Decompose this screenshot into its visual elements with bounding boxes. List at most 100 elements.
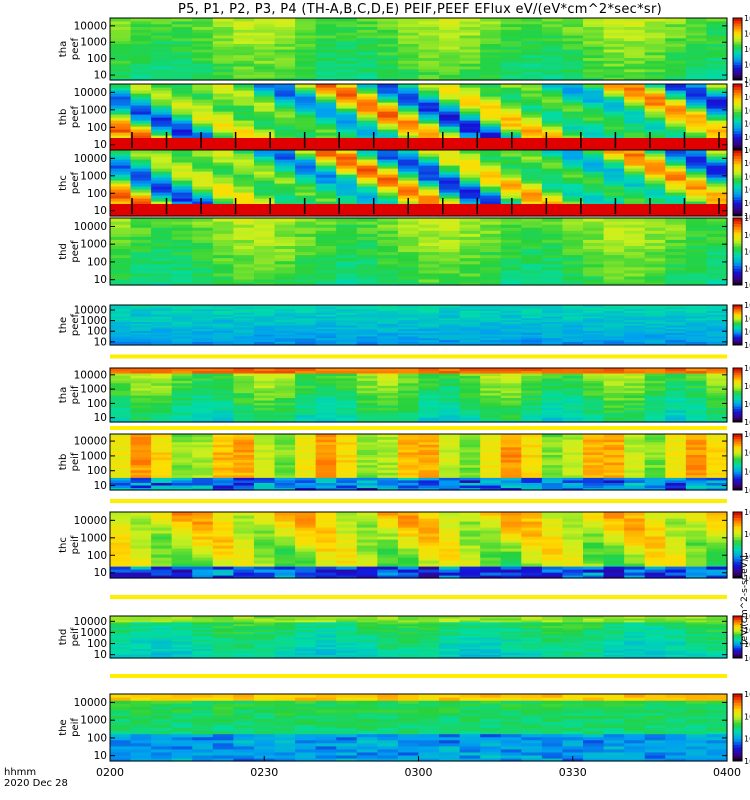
heatmap-cell (459, 278, 481, 283)
heatmap-cell (315, 177, 337, 181)
heatmap-cell (315, 102, 337, 106)
heatmap-cell (583, 334, 605, 337)
heatmap-cell (665, 306, 687, 310)
heatmap-cell (274, 71, 296, 75)
heatmap-cell (377, 192, 399, 196)
heatmap-cell (253, 248, 276, 253)
heatmap-cell (541, 487, 564, 491)
heatmap-cell (500, 385, 522, 389)
heatmap-cell (624, 126, 646, 130)
heatmap-cell (212, 326, 234, 330)
heatmap-cell (274, 186, 296, 190)
heatmap-cell (500, 99, 522, 103)
heatmap-cell (295, 266, 317, 271)
heatmap-cell (706, 77, 728, 81)
heatmap-cell (603, 387, 625, 391)
heatmap-cell (665, 477, 687, 481)
heatmap-cell (356, 230, 378, 234)
heatmap-cell (541, 380, 564, 384)
heatmap-cell (151, 387, 173, 391)
heatmap-cell (397, 242, 420, 247)
heatmap-cell (583, 20, 605, 25)
heatmap-cell (315, 341, 337, 344)
heatmap-cell (665, 314, 687, 317)
heatmap-cell (315, 57, 337, 61)
heatmap-cell (418, 385, 440, 389)
heatmap-cell (253, 159, 276, 163)
colorbar-step (733, 128, 742, 132)
heatmap-cell (110, 218, 132, 222)
heatmap-cell (397, 227, 420, 231)
colorbar-tha-peef: 104105106107108 (732, 14, 750, 85)
heatmap-cell (377, 102, 399, 106)
heatmap-cell (171, 337, 193, 341)
heatmap-cell (377, 315, 399, 319)
heatmap-cell (541, 224, 564, 228)
heatmap-cell (212, 111, 234, 115)
heatmap-cell (336, 37, 358, 42)
heatmap-cell (315, 278, 337, 283)
heatmap-cell (665, 195, 687, 199)
heatmap-cell (644, 328, 666, 332)
heatmap-cell (192, 446, 214, 450)
heatmap-cell (418, 278, 440, 283)
heatmap-cell (624, 111, 646, 115)
heatmap-cell (377, 474, 399, 478)
heatmap-cell (706, 326, 728, 330)
heatmap-cell (192, 449, 214, 453)
heatmap-cell (521, 272, 543, 277)
heatmap-cell (356, 335, 378, 339)
heatmap-cell (603, 227, 625, 231)
heatmap-cell (521, 325, 543, 328)
colorbar-step (733, 100, 742, 104)
heatmap-cell (418, 263, 440, 268)
colorbar-step (733, 41, 742, 45)
heatmap-cell (706, 260, 728, 265)
heatmap-cell (192, 399, 214, 403)
heatmap-cell (706, 171, 728, 175)
heatmap-cell (130, 387, 152, 391)
heatmap-cell (562, 129, 584, 133)
heatmap-cell (439, 227, 461, 231)
heatmap-cell (706, 63, 728, 67)
colorbar-step (733, 49, 742, 53)
heatmap-cell (603, 434, 625, 438)
heatmap-cell (171, 281, 193, 286)
heatmap-cell (521, 281, 543, 286)
heatmap-cell (439, 477, 461, 481)
heatmap-cell (541, 248, 564, 253)
heatmap-cell (336, 397, 358, 401)
heatmap-cell (439, 417, 461, 421)
heatmap-cell (439, 254, 461, 259)
y-tick-label: 100 (87, 122, 107, 134)
heatmap-cell (418, 153, 440, 157)
heatmap-cell (377, 377, 399, 381)
heatmap-cell (212, 162, 234, 166)
heatmap-cell (110, 165, 132, 169)
colorbar-step (733, 483, 742, 486)
heatmap-cell (274, 32, 296, 36)
heatmap-cell (439, 71, 461, 75)
heatmap-cell (212, 339, 234, 342)
heatmap-cell (233, 257, 255, 262)
heatmap-cell (541, 412, 564, 416)
heatmap-cell (212, 390, 234, 394)
heatmap-cell (110, 372, 132, 376)
heatmap-cell (212, 57, 234, 61)
heatmap-cell (233, 177, 255, 181)
heatmap-cell (459, 434, 481, 438)
heatmap-cell (624, 18, 646, 22)
heatmap-cell (706, 221, 728, 225)
heatmap-cell (706, 34, 728, 39)
heatmap-cell (315, 312, 337, 315)
heatmap-cell (459, 74, 481, 78)
heatmap-cell (110, 325, 132, 328)
heatmap-cell (151, 266, 173, 271)
heatmap-cell (315, 37, 337, 42)
heatmap-cell (459, 439, 481, 443)
heatmap-cell (356, 99, 378, 103)
heatmap-cell (541, 239, 564, 243)
heatmap-cell (480, 195, 502, 199)
heatmap-cell (151, 407, 173, 411)
heatmap-cell (583, 335, 605, 339)
